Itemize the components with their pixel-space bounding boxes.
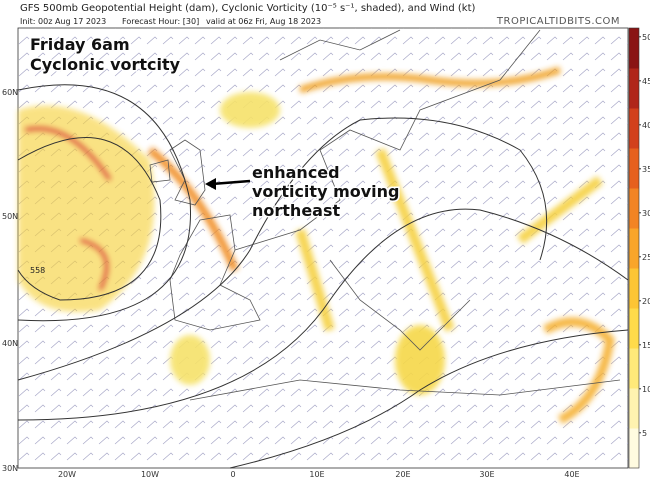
colorbar-tick-label: 50 <box>642 33 650 42</box>
annotation: Cyclonic vortcity <box>30 55 181 74</box>
colorbar-tick-label: 25 <box>642 253 650 262</box>
colorbar-tick-label: 35 <box>642 165 650 174</box>
colorbar-tick-label: 30 <box>642 209 650 218</box>
colorbar-band <box>629 108 639 149</box>
coastlines <box>149 29 621 401</box>
lon-label: 20E <box>395 470 410 479</box>
colorbar-tick-label: 40 <box>642 121 650 130</box>
colorbar: 5 10 15 20 25 30 35 40 45 50 <box>628 27 650 469</box>
colorbar-band <box>629 308 639 349</box>
vorticity-shading <box>18 66 615 425</box>
annotation: northeast <box>252 201 340 220</box>
arrow <box>205 178 251 190</box>
colorbar-band <box>629 68 639 109</box>
axes: 60N 50N 40N 30N 20W 10W 0 10E 20E 30E 40E <box>2 88 580 479</box>
lat-label: 50N <box>2 212 18 221</box>
lat-label: 30N <box>2 464 18 473</box>
lat-label: 60N <box>2 88 18 97</box>
contour-label: 558 <box>30 266 45 275</box>
annotation: enhanced <box>252 163 340 182</box>
annotation: Friday 6am <box>30 35 130 54</box>
colorbar-band <box>629 148 639 189</box>
init: Init: 00z Aug 17 2023 <box>20 17 106 26</box>
colorbar-tick-label: 20 <box>642 297 650 306</box>
lon-label: 10W <box>141 470 159 479</box>
lon-label: 0 <box>230 470 235 479</box>
colorbar-tick-label: 15 <box>642 341 650 350</box>
lon-label: 40E <box>564 470 579 479</box>
colorbar-band <box>629 188 639 229</box>
colorbar-band <box>629 228 639 269</box>
colorbar-band <box>629 268 639 309</box>
colorbar-tick-label: 45 <box>642 77 650 86</box>
colorbar-tick-label: 10 <box>642 385 650 394</box>
lon-label: 10E <box>309 470 324 479</box>
forecast-hour: Forecast Hour: [30] <box>122 17 199 26</box>
credit: TROPICALTIDBITS.COM <box>496 16 620 27</box>
height-contours <box>17 84 629 469</box>
lon-label: 30E <box>479 470 494 479</box>
title: GFS 500mb Geopotential Height (dam), Cyc… <box>20 3 476 14</box>
colorbar-tick-label: 5 <box>642 429 647 438</box>
colorbar-band <box>629 348 639 389</box>
colorbar-band <box>629 28 639 69</box>
colorbar-frame <box>628 27 640 469</box>
colorbar-band <box>629 428 639 469</box>
valid-time: valid at 06z Fri, Aug 18 2023 <box>206 17 321 26</box>
lat-label: 40N <box>2 339 18 348</box>
colorbar-band <box>629 388 639 429</box>
annotation: vorticity moving <box>252 182 399 201</box>
lon-label: 20W <box>58 470 76 479</box>
map: 558 Friday 6am Cyclonic vortcity enhance… <box>17 27 629 469</box>
